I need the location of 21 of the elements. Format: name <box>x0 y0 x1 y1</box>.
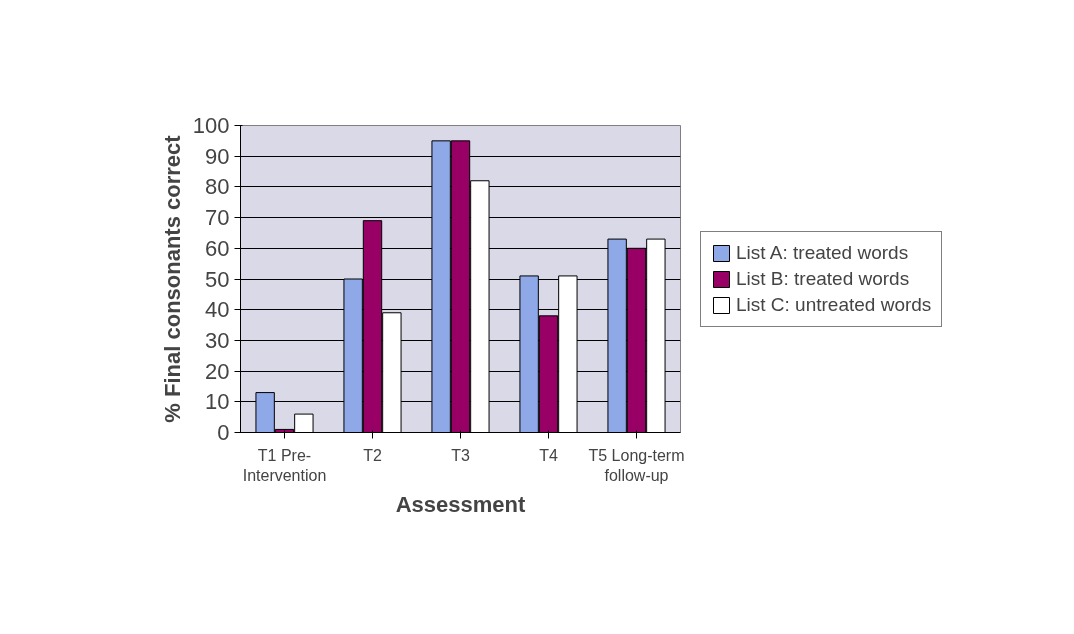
legend-label: List A: treated words <box>736 241 909 264</box>
y-axis-title: % Final consonants correct <box>159 134 185 423</box>
x-tick-label: T2 <box>363 446 382 464</box>
y-tick-label: 30 <box>205 327 230 353</box>
y-tick-label: 100 <box>192 113 230 138</box>
y-tick-label: 60 <box>205 235 230 261</box>
y-tick-label: 0 <box>217 420 230 445</box>
x-axis-title: Assessment <box>395 491 526 517</box>
y-tick-label: 20 <box>205 358 230 384</box>
y-tick-label: 90 <box>205 143 230 169</box>
x-tick-label: T3 <box>451 446 470 464</box>
legend-label: List B: treated words <box>736 267 910 290</box>
x-tick-label: T5 Long-term follow-up <box>588 446 685 484</box>
legend-label: List C: untreated words <box>736 293 932 316</box>
y-tick-label: 70 <box>205 205 230 231</box>
x-tick-label: T4 <box>539 446 558 464</box>
y-tick-label: 80 <box>205 174 230 200</box>
y-tick-label: 50 <box>205 266 230 292</box>
y-tick-label: 40 <box>205 297 230 323</box>
x-tick-label: T1 Pre-Intervention <box>242 446 327 484</box>
y-tick-label: 10 <box>205 389 230 415</box>
